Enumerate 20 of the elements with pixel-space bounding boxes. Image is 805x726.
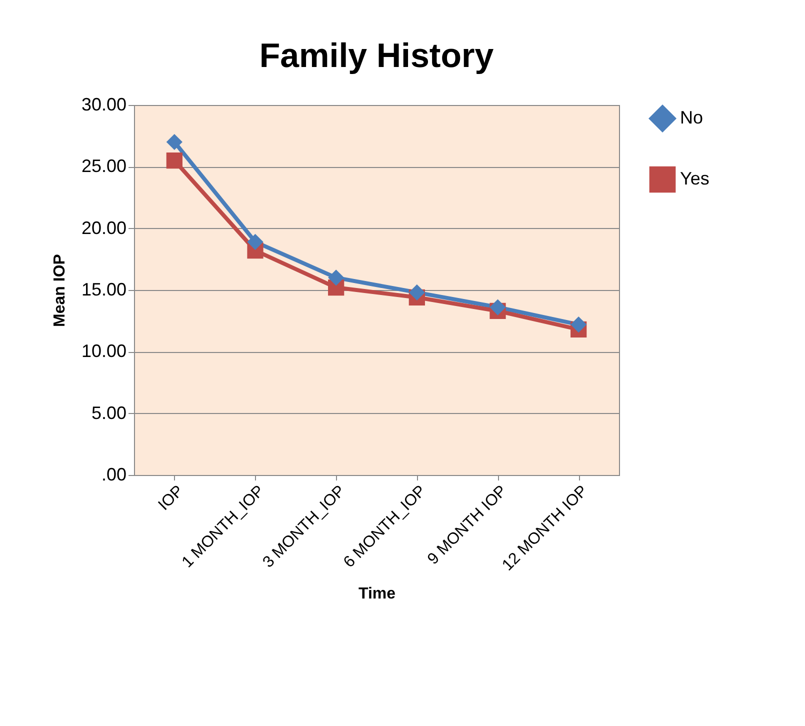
chart-title: Family History bbox=[259, 37, 494, 75]
point bbox=[166, 152, 182, 169]
y-tick-label: 25.00 bbox=[81, 156, 126, 176]
point bbox=[328, 270, 344, 286]
y-axis-title: Mean IOP bbox=[51, 254, 68, 327]
x-tick-label: IOP bbox=[155, 482, 187, 514]
x-axis-title: Time bbox=[358, 586, 396, 603]
legend-label: No bbox=[680, 108, 704, 128]
y-tick-label: 10.00 bbox=[81, 341, 126, 362]
y-tick-label: 20.00 bbox=[81, 218, 126, 238]
point bbox=[570, 316, 587, 333]
y-tick-label: 30.00 bbox=[81, 94, 126, 114]
point bbox=[166, 134, 182, 150]
point bbox=[247, 234, 264, 250]
point bbox=[490, 299, 506, 316]
y-tick-label: 15.00 bbox=[81, 280, 126, 300]
y-tick-label: 5.00 bbox=[91, 402, 126, 423]
y-tick-label: .00 bbox=[101, 464, 126, 484]
point bbox=[408, 284, 425, 301]
legend-label: Yes bbox=[680, 168, 710, 188]
